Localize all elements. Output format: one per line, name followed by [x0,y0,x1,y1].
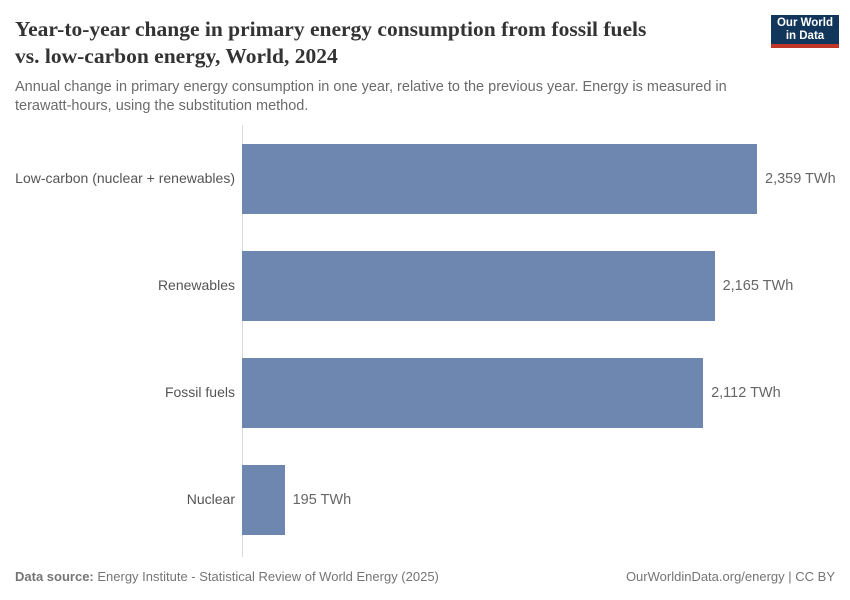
chart-title-line1: Year-to-year change in primary energy co… [15,17,647,41]
category-label: Low-carbon (nuclear + renewables) [15,170,235,186]
data-source: Data source: Energy Institute - Statisti… [15,569,439,584]
bar[interactable] [242,357,704,428]
bar-row: Renewables 2,165 TWh [15,232,838,339]
owid-logo-line2: in Data [785,30,825,42]
credit-link[interactable]: OurWorldinData.org/energy | CC BY [625,569,835,584]
bar[interactable] [242,250,715,321]
bar-zone: 2,359 TWh [242,143,838,214]
owid-logo[interactable]: Our World in Data [771,15,839,48]
bar-chart: Low-carbon (nuclear + renewables) 2,359 … [15,125,838,557]
bar-zone: 195 TWh [242,464,838,535]
chart-title-line2: vs. low-carbon energy, World, 2024 [15,44,338,68]
chart-header: Year-to-year change in primary energy co… [15,15,839,115]
value-label: 2,359 TWh [765,170,836,187]
category-label: Fossil fuels [164,384,235,400]
owid-logo-line1: Our World [776,17,833,29]
data-source-text: Energy Institute - Statistical Review of… [93,569,439,584]
bar-rows: Low-carbon (nuclear + renewables) 2,359 … [15,125,838,553]
bar-row: Nuclear 195 TWh [15,446,838,553]
value-label: 195 TWh [292,491,352,508]
y-axis-line [242,125,243,557]
bar-zone: 2,112 TWh [242,357,838,428]
bar-row: Fossil fuels 2,112 TWh [15,339,838,446]
value-label: 2,112 TWh [711,384,781,401]
bar[interactable] [242,143,757,214]
bar-zone: 2,165 TWh [242,250,838,321]
value-label: 2,165 TWh [722,277,794,294]
bar[interactable] [242,464,285,535]
bar-row: Low-carbon (nuclear + renewables) 2,359 … [15,125,838,232]
category-label: Nuclear [186,491,235,507]
category-label: Renewables [157,277,235,293]
chart-footer: Data source: Energy Institute - Statisti… [15,569,835,584]
data-source-label: Data source: [15,569,94,584]
chart-title: Year-to-year change in primary energy co… [15,16,760,70]
chart-subtitle: Annual change in primary energy consumpt… [15,79,727,114]
